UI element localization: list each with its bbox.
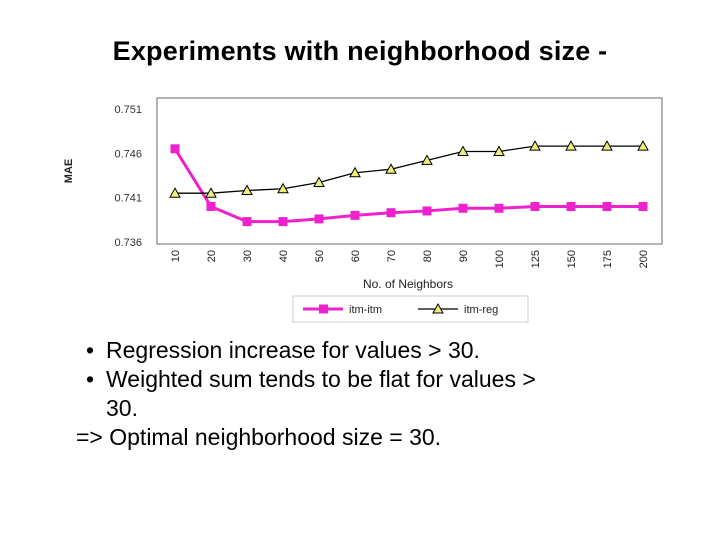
bullet-continuation: 30. [106, 395, 138, 421]
y-tick-label: 0.746 [114, 148, 142, 160]
x-tick-label: 20 [206, 250, 218, 262]
mae-line-chart: 0.751 0.746 0.741 0.736 MAE 10 20 30 40 50 60 70 80 9… [60, 92, 680, 332]
x-tick-label: 40 [278, 250, 290, 262]
legend-marker-itm-reg [432, 302, 444, 314]
data-point-itm-reg [637, 140, 649, 151]
x-tick-label: 90 [458, 250, 470, 262]
data-point-itm-reg [385, 163, 397, 174]
x-tick-label: 80 [422, 250, 434, 262]
x-tick-label: 125 [530, 250, 542, 268]
data-point-itm-itm [314, 214, 324, 224]
data-point-itm-reg [565, 140, 577, 151]
x-axis-label: No. of Neighbors [363, 277, 453, 291]
plot-area [156, 97, 663, 245]
data-point-itm-reg [313, 176, 325, 188]
x-tick-label: 100 [494, 250, 506, 268]
data-point-itm-reg [349, 166, 361, 178]
data-point-itm-itm [422, 206, 432, 216]
data-point-itm-reg [205, 187, 217, 198]
x-tick-label: 50 [314, 250, 326, 262]
data-point-itm-reg [601, 140, 613, 151]
legend-label-itm-reg: itm-reg [464, 304, 498, 316]
data-point-itm-itm [278, 217, 288, 227]
series-line-itm-reg [175, 145, 643, 194]
data-point-itm-itm [350, 210, 360, 220]
conclusion-text: => Optimal neighborhood size = 30. [76, 424, 442, 450]
chart-svg: 0.751 0.746 0.741 0.736 MAE 10 20 30 40 50 60 70 80 9… [63, 97, 663, 323]
data-point-itm-itm [638, 202, 648, 211]
data-point-itm-reg [493, 145, 505, 156]
data-point-itm-itm [530, 202, 540, 211]
x-tick-label: 70 [386, 250, 398, 262]
x-tick-label: 10 [170, 250, 182, 262]
bullet-dot: • [86, 366, 95, 392]
data-point-itm-reg [241, 184, 253, 196]
data-point-itm-reg [169, 187, 181, 198]
bullet-list: • Regression increase for values > 30. •… [76, 336, 678, 452]
data-point-itm-itm [458, 203, 468, 213]
data-point-itm-reg [421, 154, 433, 165]
x-tick-label: 60 [350, 250, 362, 262]
data-point-itm-itm [206, 202, 216, 211]
y-tick-label: 0.751 [114, 104, 142, 116]
data-point-itm-itm [602, 202, 612, 211]
data-point-itm-itm [566, 202, 576, 211]
y-tick-label: 0.736 [114, 237, 142, 249]
y-tick-label: 0.741 [114, 193, 142, 205]
bullet-item-1: • Regression increase for values > 30. [78, 336, 678, 365]
data-point-itm-itm [386, 208, 396, 218]
data-point-itm-itm [242, 217, 252, 227]
data-point-itm-reg [277, 182, 289, 194]
x-tick-label: 150 [566, 250, 578, 268]
bullet-dot: • [86, 337, 95, 363]
x-tick-label: 200 [638, 250, 650, 268]
bullet-item-2: • Weighted sum tends to be flat for valu… [78, 365, 678, 394]
x-tick-label: 30 [242, 250, 254, 262]
data-point-itm-itm [170, 144, 180, 154]
data-point-itm-itm [494, 203, 504, 213]
bullet-text-regression: Regression increase for values > 30. [106, 337, 480, 363]
series-line-itm-itm [173, 148, 643, 224]
legend-marker-itm-itm [319, 304, 328, 314]
x-tick-label: 175 [602, 250, 614, 268]
y-axis-label: MAE [63, 159, 75, 183]
data-point-itm-reg [457, 145, 469, 156]
slide-title: Experiments with neighborhood size - [112, 36, 608, 66]
legend-label-itm-itm: itm-itm [349, 304, 382, 316]
bullet-text-weighted-sum: Weighted sum tends to be flat for values… [106, 366, 536, 392]
data-point-itm-reg [529, 140, 541, 151]
